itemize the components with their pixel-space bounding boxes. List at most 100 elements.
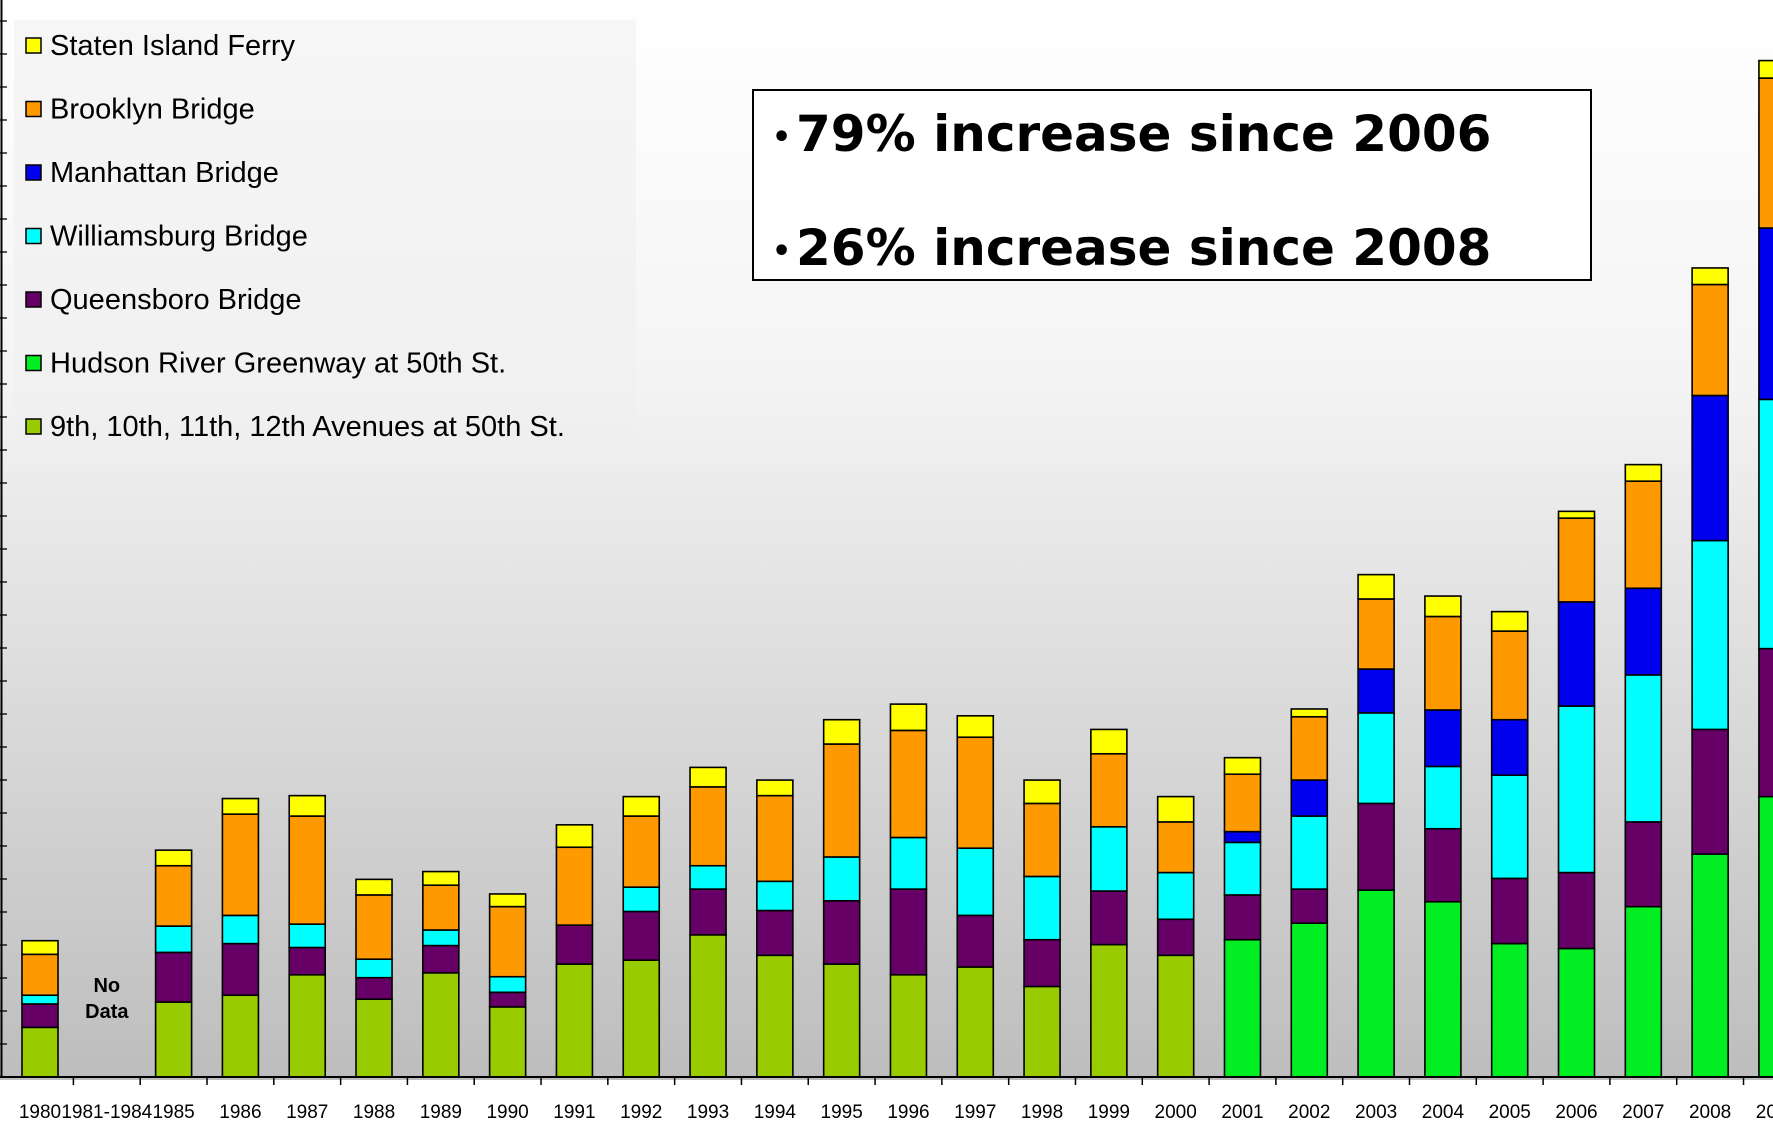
- bar-segment: [288, 815, 327, 925]
- bar-segment: [1023, 875, 1061, 941]
- bar-segment: [288, 946, 327, 976]
- legend-label: Staten Island Ferry: [50, 30, 295, 62]
- bar-segment: [1424, 827, 1462, 903]
- bar-segment: [1290, 715, 1329, 781]
- bar-segment: [756, 794, 794, 883]
- x-tick-label: 2006: [1555, 1102, 1597, 1123]
- bar-segment: [1223, 773, 1262, 833]
- bar-segment: [1223, 756, 1262, 776]
- bar-segment: [1357, 802, 1395, 891]
- x-tick-label: 2007: [1622, 1102, 1664, 1123]
- bar-segment: [1624, 463, 1663, 482]
- bullet-icon: •: [772, 120, 792, 155]
- bar-segment: [1557, 510, 1596, 519]
- bar-segment: [1424, 765, 1462, 830]
- bar-segment: [1624, 587, 1663, 676]
- callout-text-1: 79% increase since 2006: [796, 105, 1492, 163]
- x-tick-label: 1997: [954, 1102, 996, 1123]
- bar-segment: [488, 893, 527, 908]
- bar-segment: [889, 703, 928, 732]
- legend-label: Manhattan Bridge: [50, 157, 279, 189]
- x-tick-label: 1991: [553, 1102, 595, 1123]
- x-tick-label: 1999: [1088, 1102, 1130, 1123]
- bar-segment: [555, 924, 594, 965]
- bar-segment: [622, 795, 661, 817]
- bar-segment: [889, 836, 928, 890]
- bar-segment: [488, 1006, 527, 1078]
- bar-segment: [1290, 779, 1329, 817]
- bar-segment: [1691, 267, 1729, 286]
- bar-segment: [1156, 871, 1195, 921]
- bar-segment: [422, 972, 460, 1078]
- callout-line-2: •26% increase since 2008: [772, 219, 1491, 277]
- bar-segment: [756, 909, 794, 957]
- bar-segment: [1223, 841, 1262, 896]
- bar-segment: [956, 914, 995, 968]
- bar-segment: [1156, 918, 1195, 957]
- bar-segment: [555, 963, 594, 1078]
- bar-segment: [956, 714, 995, 739]
- bar-segment: [1424, 615, 1462, 711]
- bar-segment: [355, 998, 393, 1078]
- bar-segment: [1023, 938, 1061, 988]
- x-tick-label: 1992: [620, 1102, 662, 1123]
- bar-segment: [1357, 598, 1395, 670]
- x-tick-label: 1998: [1021, 1102, 1063, 1123]
- bar-segment: [1490, 718, 1529, 776]
- bar-segment: [622, 910, 661, 961]
- callout-line-1: •79% increase since 2006: [772, 105, 1491, 163]
- bar-segment: [422, 929, 460, 947]
- legend-swatch: [25, 100, 42, 118]
- bar-segment: [1758, 77, 1773, 229]
- bar-segment: [1758, 398, 1773, 650]
- legend-background: [14, 20, 636, 456]
- bar-segment: [221, 914, 260, 945]
- bar-segment: [355, 976, 393, 1000]
- bar-segment: [154, 925, 193, 954]
- bar-segment: [555, 824, 594, 849]
- x-tick-label: 1993: [687, 1102, 729, 1123]
- legend: Staten Island Ferry Brooklyn Bridge Manhat…: [14, 20, 636, 456]
- x-tick-label: 1985: [152, 1102, 194, 1123]
- no-data-label: Data: [85, 1001, 129, 1023]
- bar-segment: [1223, 830, 1262, 844]
- bullet-icon: •: [772, 234, 792, 269]
- bar-segment: [1557, 601, 1596, 707]
- bar-segment: [21, 1026, 59, 1078]
- legend-swatch: [25, 291, 42, 308]
- bar-segment: [21, 1003, 59, 1029]
- bar-segment: [488, 991, 527, 1008]
- bar-segment: [1557, 705, 1596, 874]
- bar-segment: [1557, 517, 1596, 603]
- bar-segment: [1290, 888, 1329, 924]
- bar-segment: [1490, 610, 1529, 632]
- bar-segment: [1691, 728, 1729, 855]
- bar-segment: [488, 905, 527, 978]
- bar-segment: [822, 963, 861, 1078]
- bar-segment: [689, 888, 727, 936]
- x-tick-label: 1986: [219, 1102, 261, 1123]
- x-tick-label: 2000: [1155, 1102, 1197, 1123]
- legend-swatch: [25, 354, 42, 372]
- bar-segment: [1090, 752, 1128, 828]
- bar-segment: [756, 954, 794, 1078]
- bar-segment: [1290, 815, 1329, 890]
- bar-segment: [154, 849, 193, 867]
- bar-segment: [21, 994, 59, 1005]
- bar-segment: [1557, 947, 1596, 1078]
- bar-segment: [689, 786, 727, 867]
- x-tick-label: 1990: [486, 1102, 528, 1123]
- bar-segment: [288, 973, 327, 1078]
- bar-segment: [689, 766, 727, 788]
- bar-segment: [1357, 573, 1395, 600]
- x-tick-label: 1981-1984: [61, 1102, 152, 1123]
- legend-label: 9th, 10th, 11th, 12th Avenues at 50th St…: [50, 411, 565, 443]
- bars-layer: [21, 59, 1773, 1078]
- legend-label: Hudson River Greenway at 50th St.: [50, 348, 506, 380]
- bar-segment: [1758, 227, 1773, 401]
- bar-segment: [221, 942, 260, 997]
- bar-segment: [889, 888, 928, 976]
- bar-segment: [1156, 795, 1195, 823]
- no-data-label: No: [93, 975, 120, 997]
